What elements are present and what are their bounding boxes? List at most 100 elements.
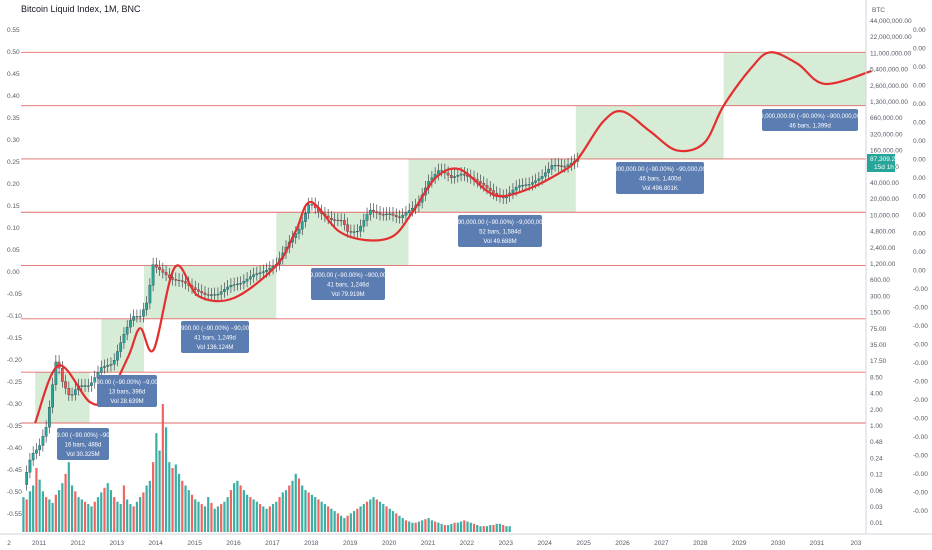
candle-body <box>543 172 547 177</box>
currency-label: BTC <box>872 7 885 14</box>
right-axis-label: 11,000,000.00 <box>870 50 911 57</box>
right-axis-label: 22,000,000.00 <box>870 34 912 41</box>
candle-body <box>378 212 382 215</box>
volume-bar <box>207 497 210 532</box>
volume-bar <box>346 515 349 532</box>
measure-box-text: −9,000.00 (−90.00%) −900,000 <box>306 273 390 279</box>
candle-body <box>99 367 103 373</box>
x-tick-label: 2029 <box>732 540 747 547</box>
right-axis-label: 44,000,000.00 <box>870 18 912 25</box>
volume-bar <box>113 497 116 532</box>
candle-body <box>556 165 560 167</box>
volume-bar <box>463 520 466 532</box>
candle-body <box>242 281 246 284</box>
volume-bar <box>310 494 314 532</box>
candle-body <box>349 231 353 233</box>
volume-bar <box>168 462 171 532</box>
volume-bar <box>116 501 119 532</box>
volume-bar <box>492 525 495 532</box>
right-axis-label: 1,200.00 <box>870 261 896 268</box>
candle-body <box>226 286 230 290</box>
candle-body <box>401 215 405 218</box>
candle-body <box>446 172 450 176</box>
x-tick-label: 2 <box>7 540 11 547</box>
candle-body <box>41 436 45 446</box>
volume-bar <box>330 508 333 532</box>
candle-body <box>197 289 200 292</box>
candle-body <box>249 276 252 280</box>
volume-bar <box>100 492 103 532</box>
range-zone <box>408 158 576 213</box>
volume-bar <box>476 525 479 532</box>
volume-bar <box>385 506 388 532</box>
volume-bar <box>181 480 184 532</box>
candle-body <box>547 168 550 173</box>
volume-bar <box>320 501 323 532</box>
far-right-axis-label: 0.00 <box>913 157 926 164</box>
volume-bar <box>61 483 64 532</box>
candle-body <box>158 267 161 270</box>
x-tick-label: 2024 <box>537 540 552 547</box>
candle-body <box>203 292 207 295</box>
volume-bar <box>83 501 87 532</box>
volume-bar <box>90 506 93 532</box>
volume-bar <box>314 497 317 532</box>
left-axis-label: -0.50 <box>7 489 22 496</box>
volume-bar <box>268 506 271 532</box>
volume-bars <box>22 404 511 532</box>
measure-box-text: −900,000.00 (−90.00%) −90,000,000 <box>611 167 710 173</box>
volume-bar <box>220 504 223 532</box>
candle-body <box>125 326 129 335</box>
volume-bar <box>41 491 44 532</box>
range-zones <box>35 52 866 423</box>
measure-box-text: 41 bars, 1,246d <box>327 283 369 289</box>
volume-bar <box>255 501 258 532</box>
right-axis-label: 600.00 <box>870 277 890 284</box>
volume-bar <box>388 508 391 532</box>
candle-body <box>391 213 395 216</box>
measure-box-text: 16 bars, 488d <box>65 443 102 449</box>
volume-bar <box>38 479 41 532</box>
volume-bar <box>148 480 151 532</box>
x-tick-label: 2016 <box>226 540 241 547</box>
measure-box-text: Vol 30.325M <box>66 452 99 458</box>
candle-body <box>492 190 495 194</box>
candle-body <box>404 212 408 216</box>
volume-bar <box>258 504 262 532</box>
right-axis-label: 4,800.00 <box>870 229 896 236</box>
projection-curve-line <box>34 51 872 424</box>
candle-body <box>164 272 168 276</box>
candle-body <box>375 211 379 214</box>
candle-body <box>343 220 346 225</box>
candle-body <box>232 284 236 286</box>
volume-bar <box>77 497 80 532</box>
measure-box: −9.00 (−90.00%) −900 16 bars, 488d Vol 30.… <box>53 428 114 460</box>
candle-body <box>116 351 119 361</box>
volume-bar <box>446 525 450 532</box>
volume-bar <box>378 501 382 532</box>
volume-bar <box>271 504 275 532</box>
volume-bar <box>404 520 408 532</box>
volume-bar <box>443 525 446 532</box>
volume-bar <box>414 522 417 532</box>
x-tick-label: 2019 <box>343 540 358 547</box>
volume-bar <box>401 518 404 532</box>
candle-body <box>44 427 48 437</box>
left-axis-label: 0.45 <box>7 71 20 78</box>
volume-bar <box>74 491 77 532</box>
volume-bar <box>103 487 106 532</box>
candle-body <box>219 291 223 295</box>
far-right-axis-label: -0.00 <box>913 508 928 515</box>
x-tick-label: 2011 <box>32 540 46 547</box>
measure-box-bg <box>97 375 157 407</box>
candle-body <box>223 289 226 292</box>
volume-bar <box>216 506 220 532</box>
far-right-axis-label: 0.00 <box>913 175 926 182</box>
candle-body <box>482 183 486 186</box>
candle-body <box>148 285 152 304</box>
left-axis-label: -0.15 <box>7 335 22 342</box>
left-axis-label: -0.55 <box>7 511 22 518</box>
far-right-axis-label: -0.00 <box>913 434 928 441</box>
far-right-axis-label: -0.00 <box>913 305 928 312</box>
